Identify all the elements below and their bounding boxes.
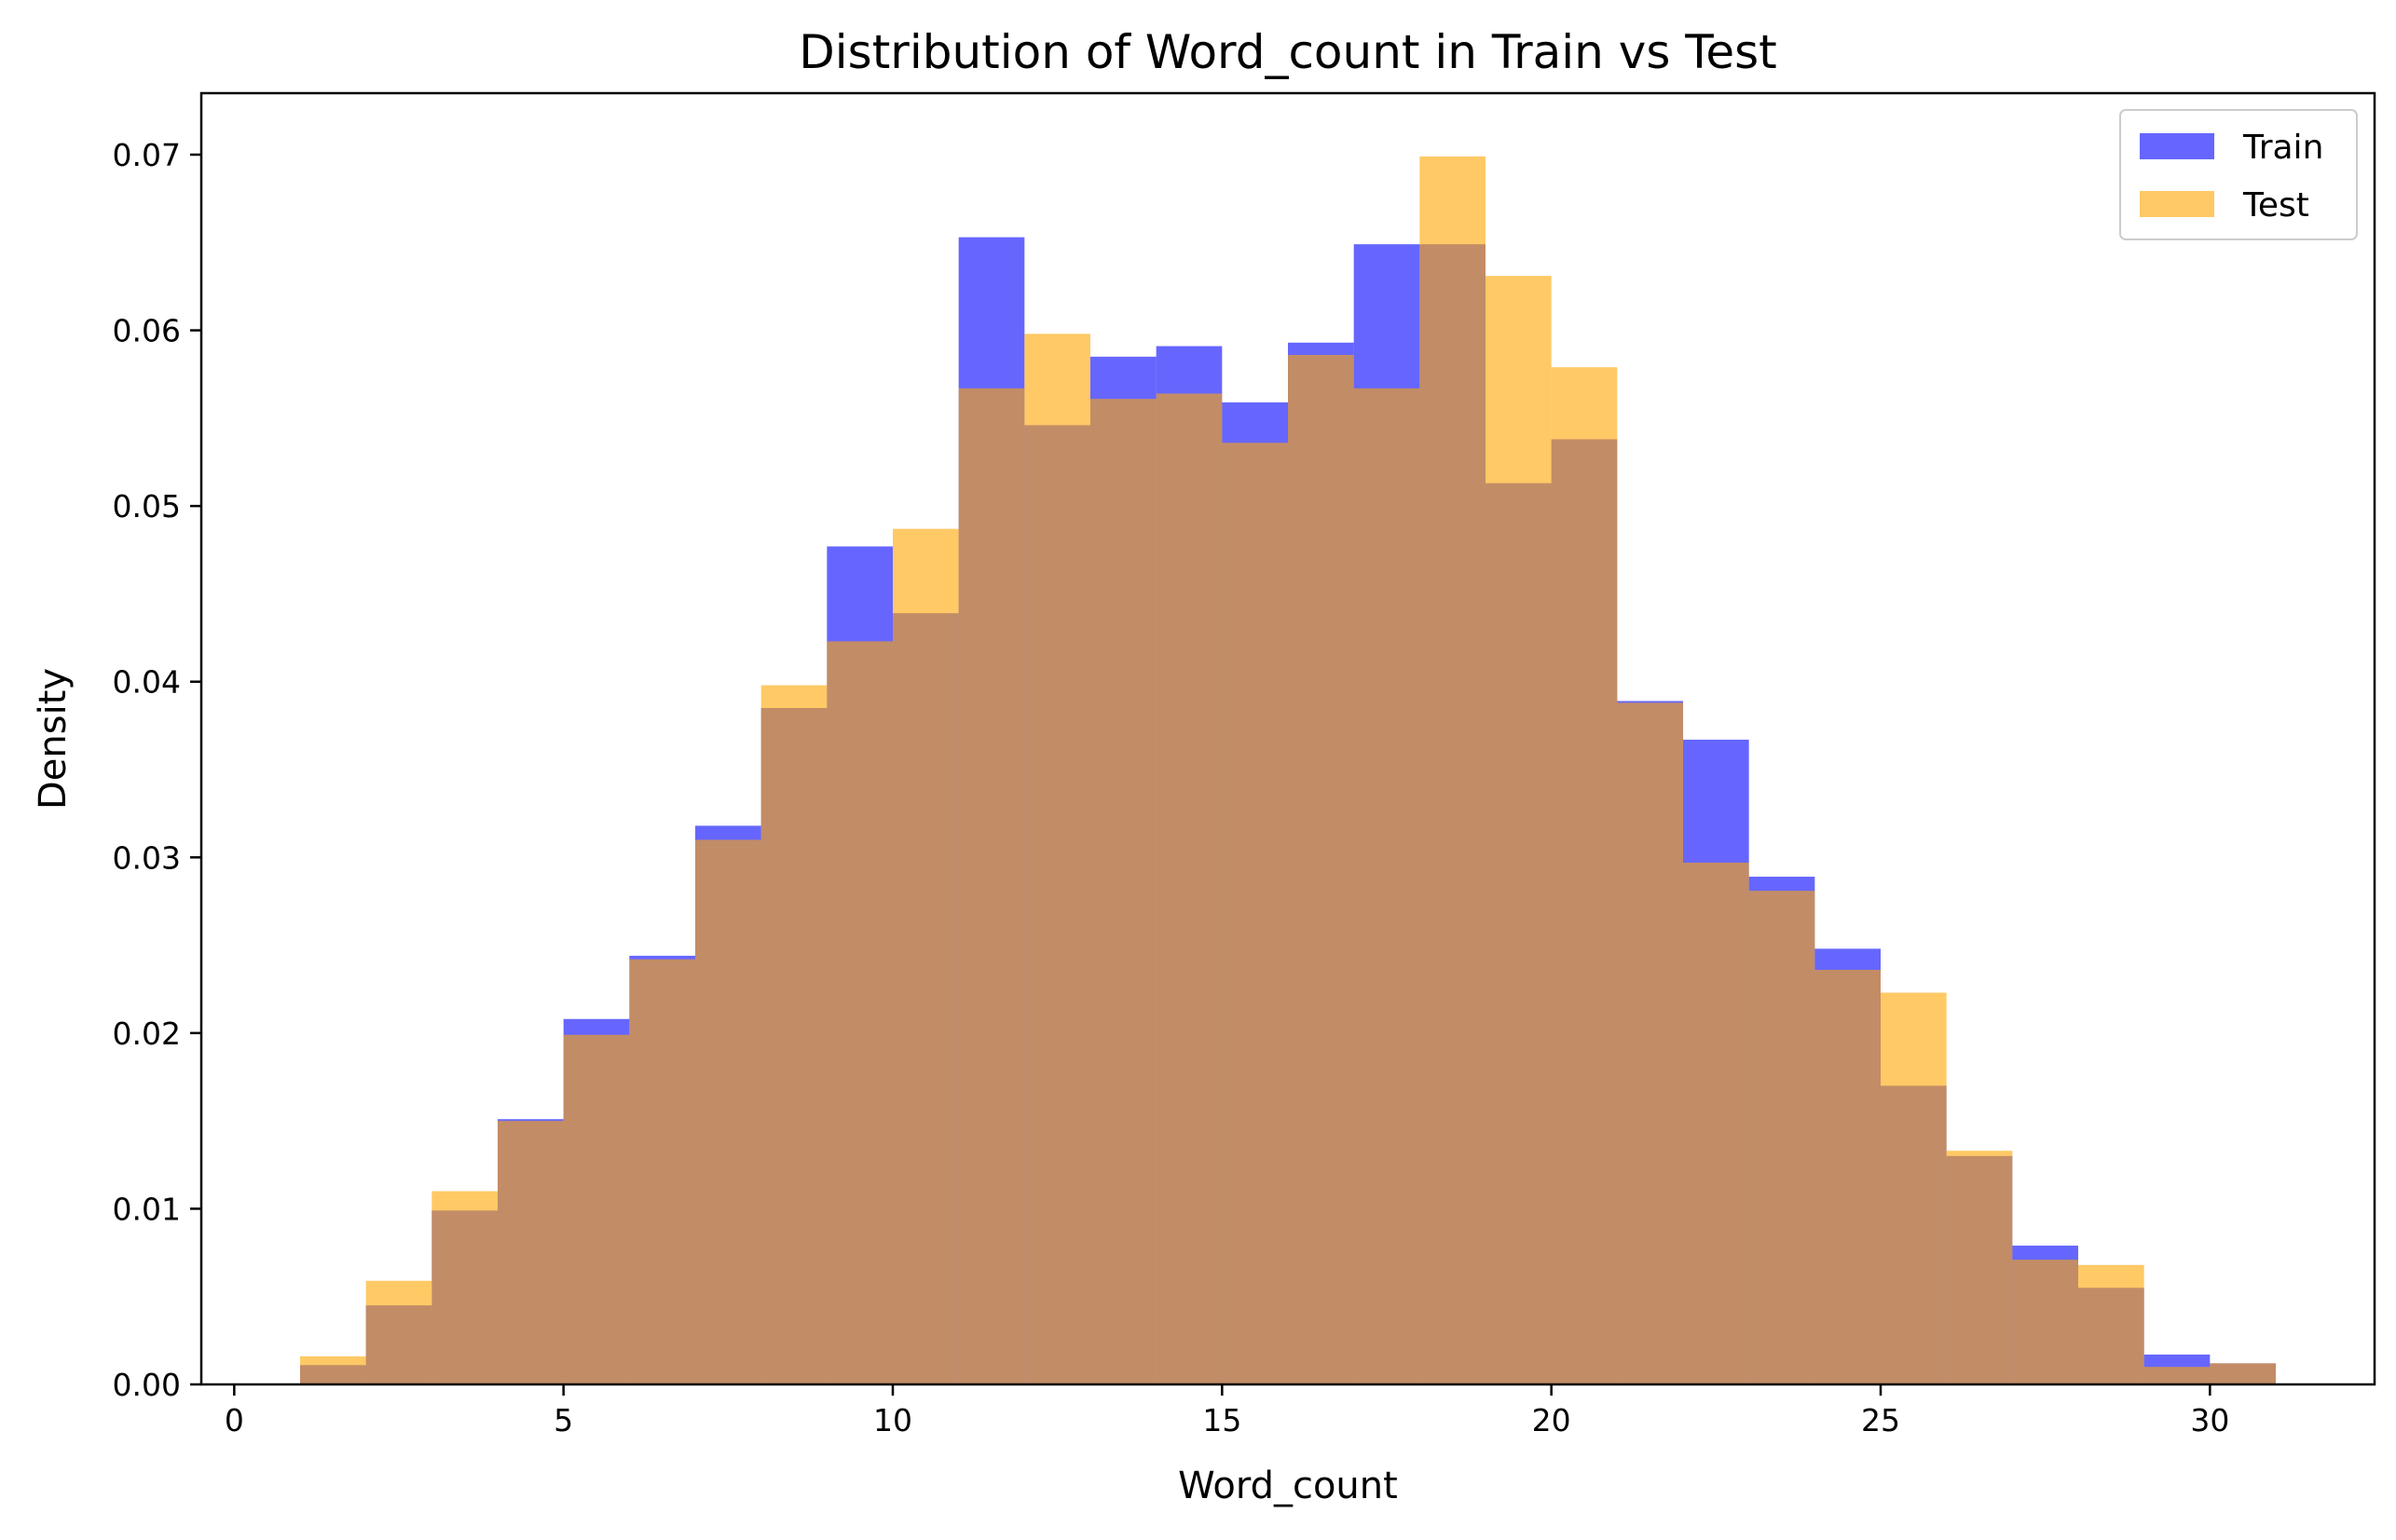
bar-test-25 [1946,1151,2013,1384]
bar-test-28 [2143,1367,2211,1384]
bar-test-2 [431,1191,498,1384]
bar-test-9 [893,528,959,1384]
bar-test-10 [958,388,1025,1384]
legend-label-train: Train [2242,129,2323,167]
bar-test-7 [760,685,828,1384]
bar-test-20 [1617,702,1683,1384]
bar-test-6 [695,839,761,1384]
x-axis: 0 5 10 15 20 25 30 [225,1384,2229,1438]
x-tick-label: 15 [1202,1402,1241,1438]
y-axis: 0.00 0.01 0.02 0.03 0.04 0.05 0.06 0.07 [113,137,201,1403]
bar-test-26 [2012,1260,2078,1384]
bar-test-29 [2210,1363,2276,1384]
y-tick-label: 0.04 [113,664,181,701]
y-tick-label: 0.06 [113,313,181,349]
plot-frame [199,91,2376,1386]
y-axis-label: Density [32,668,75,810]
legend: Train Test [2119,109,2358,240]
x-tick-label: 10 [873,1402,912,1438]
x-tick-label: 30 [2190,1402,2229,1438]
bar-test-22 [1748,891,1815,1384]
bars-layer [300,156,2276,1385]
bar-test-13 [1156,393,1223,1384]
y-tick-label: 0.01 [113,1191,181,1227]
y-tick-label: 0.02 [113,1015,181,1052]
bar-test-23 [1814,969,1881,1384]
x-axis-label: Word_count [1178,1465,1398,1507]
legend-swatch-test [2140,191,2214,217]
bar-test-5 [629,959,695,1384]
x-tick-label: 25 [1861,1402,1900,1438]
y-tick-label: 0.00 [113,1367,181,1403]
x-tick-label: 5 [554,1402,573,1438]
legend-label-test: Test [2242,186,2309,225]
x-tick-label: 0 [225,1402,244,1438]
bar-test-14 [1222,443,1288,1384]
bar-test-19 [1551,367,1618,1385]
bar-test-3 [498,1121,564,1384]
bar-test-8 [827,641,893,1384]
legend-swatch-train [2140,133,2214,159]
bar-test-16 [1353,388,1420,1384]
bar-test-17 [1419,156,1486,1384]
bar-test-21 [1683,862,1749,1384]
chart-title: Distribution of Word_count in Train vs T… [799,25,1777,79]
bar-test-15 [1288,354,1354,1384]
bar-test-11 [1024,334,1090,1384]
bar-test-12 [1090,399,1157,1385]
bar-test-0 [300,1356,366,1384]
y-tick-label: 0.03 [113,839,181,876]
x-tick-label: 20 [1532,1402,1571,1438]
bar-test-4 [563,1034,630,1384]
bar-test-27 [2078,1264,2144,1384]
y-tick-label: 0.05 [113,488,181,525]
bar-test-1 [365,1280,432,1384]
bar-test-18 [1486,276,1552,1385]
bar-test-24 [1881,992,1947,1384]
y-tick-label: 0.07 [113,137,181,173]
